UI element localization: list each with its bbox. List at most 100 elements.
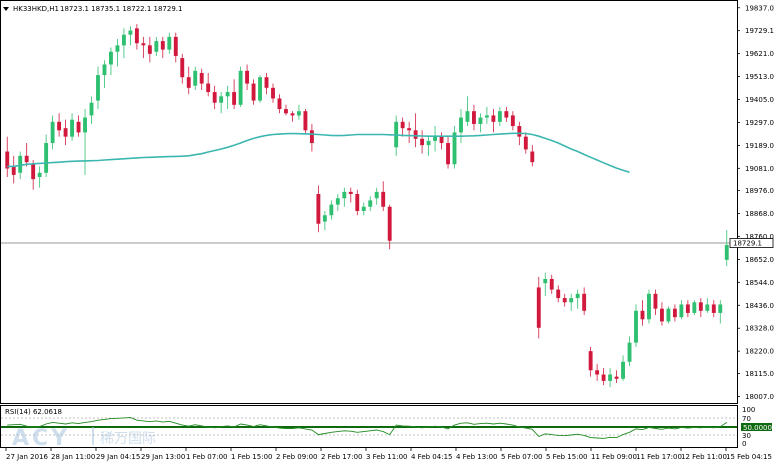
x-tick-label: 3 Feb 11:00	[366, 453, 407, 461]
candle-bear	[160, 41, 165, 50]
candle-bear	[303, 111, 308, 131]
x-tick-label: 2 Feb 17:00	[321, 453, 362, 461]
candle-bear	[536, 287, 541, 328]
candle-bull	[634, 310, 638, 343]
candle-bull	[459, 117, 463, 133]
y-tick-label: 18544.0	[745, 279, 774, 287]
candle-bull	[296, 111, 301, 116]
y-tick-label: 18868.0	[745, 210, 774, 218]
candle-bull	[219, 96, 224, 103]
x-tick-label: 28 Jan 11:00	[51, 453, 95, 461]
candle-bull	[167, 36, 172, 50]
y-tick-label: 18115.0	[745, 370, 774, 378]
rsi-tick-70: 70	[742, 415, 751, 423]
candle-bear	[180, 58, 185, 78]
candle-bull	[322, 215, 327, 222]
candle-bull	[361, 206, 366, 211]
y-tick-label: 19621.0	[745, 50, 774, 58]
y-tick-label: 19405.0	[745, 96, 774, 104]
x-tick-label: 11 Feb 09:00	[591, 453, 637, 461]
candle-bear	[63, 128, 68, 137]
candle-bear	[232, 92, 237, 105]
candle-bear	[57, 121, 62, 131]
candle-bear	[582, 293, 587, 311]
candle-bull	[426, 140, 431, 146]
candle-bear	[11, 166, 16, 175]
candle-bull	[89, 102, 94, 116]
candle-bear	[523, 136, 528, 150]
candle-bear	[309, 130, 314, 144]
x-tick-label: 5 Feb 07:00	[501, 453, 542, 461]
candle-bear	[439, 136, 444, 144]
candle-bear	[711, 304, 716, 313]
x-tick-label: 29 Jan 13:00	[141, 453, 185, 461]
candle-bear	[199, 72, 204, 84]
y-axis: 19837.0 19729.1 19621.0 19513.0 19405.0 19297…	[737, 4, 774, 401]
candle-bull	[679, 304, 684, 318]
candle-bull	[692, 302, 697, 313]
candle-bull	[258, 77, 262, 101]
x-tick-label: 1 Feb 15:00	[231, 453, 272, 461]
candle-bull	[621, 361, 625, 379]
brand-watermark: ACY 稀万国际	[12, 426, 156, 451]
moving-average-line	[7, 132, 630, 174]
y-tick-label: 18007.0	[745, 393, 774, 401]
candle-bull	[465, 111, 470, 122]
candle-bear	[420, 138, 425, 146]
candle-bear	[504, 111, 509, 118]
x-axis: 27 Jan 2016 28 Jan 11:00 29 Jan 04:15 29 Ja…	[5, 448, 772, 461]
candle-bear	[76, 121, 81, 133]
candle-bear	[601, 374, 606, 381]
rsi-line	[7, 417, 728, 439]
candle-bull	[452, 132, 457, 165]
candle-bull	[238, 70, 243, 105]
candle-bull	[115, 45, 120, 52]
candle-bear	[400, 121, 405, 129]
candle-bear	[271, 87, 275, 99]
candle-bull	[705, 304, 710, 311]
candle-bull	[484, 115, 489, 118]
candle-bear	[407, 128, 412, 131]
candle-bull	[342, 191, 347, 199]
candle-bear	[141, 43, 146, 46]
candle-bull	[128, 30, 133, 35]
rsi-tick-30: 30	[742, 432, 751, 440]
candle-bear	[659, 308, 664, 322]
candle-bear	[595, 370, 600, 375]
x-tick-label: 15 Feb 04:15	[726, 453, 772, 461]
x-tick-label: 12 Feb 11:00	[681, 453, 727, 461]
y-tick-label: 19513.0	[745, 73, 774, 81]
candle-bear	[387, 206, 392, 241]
candle-bull	[50, 121, 55, 144]
candle-bear	[31, 164, 36, 180]
candle-bear	[491, 115, 496, 122]
candle-bear	[264, 77, 269, 88]
candle-bull	[102, 64, 107, 76]
candle-bull	[37, 172, 42, 178]
candle-bear	[472, 111, 476, 124]
candle-bull	[154, 41, 159, 52]
candle-bear	[316, 194, 321, 224]
candle-bull	[433, 136, 438, 141]
candle-bull	[109, 51, 113, 65]
candle-bear	[549, 278, 554, 290]
y-tick-label: 19729.1	[745, 27, 774, 35]
candle-bear	[562, 298, 567, 303]
candle-bull	[329, 204, 334, 216]
x-tick-label: 1 Feb 07:00	[186, 453, 227, 461]
candle-bear	[381, 191, 386, 207]
y-tick-label: 18436.0	[745, 302, 774, 310]
candle-bull	[608, 374, 613, 381]
candle-bull	[666, 308, 671, 322]
candle-bear	[290, 113, 295, 116]
candle-bear	[640, 310, 645, 320]
candle-bear	[173, 36, 178, 56]
candle-bear	[5, 151, 10, 169]
x-tick-label: 2 Feb 09:00	[276, 453, 317, 461]
candle-bull	[18, 155, 23, 173]
candle-bull	[96, 75, 100, 101]
candle-bull	[374, 191, 379, 199]
rsi-tick-0: 0	[742, 440, 746, 448]
collapse-arrow-icon[interactable]	[3, 7, 9, 11]
